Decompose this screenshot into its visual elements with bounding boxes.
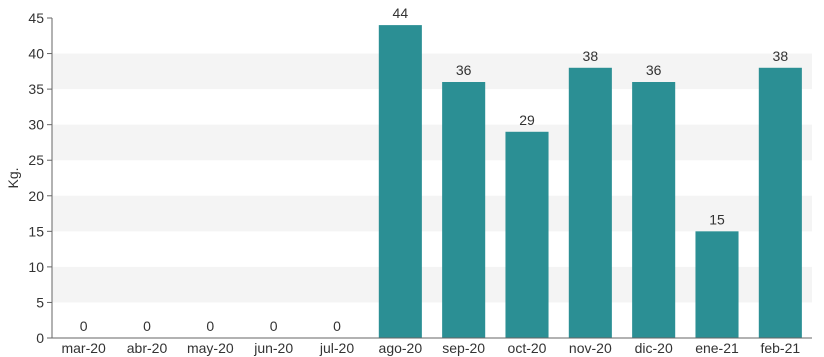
x-tick-label: feb-21 [760,340,800,356]
x-tick-label: abr-20 [127,340,168,356]
y-axis-title: Kg. [5,167,21,188]
data-label: 29 [519,112,535,128]
grid-bands [52,53,812,303]
bar [568,67,612,339]
x-tick-label: ago-20 [379,340,423,356]
y-tick-label: 15 [28,223,44,239]
y-tick-label: 45 [28,10,44,26]
y-tick-label: 5 [36,294,44,310]
y-tick-label: 25 [28,152,44,168]
data-label: 0 [270,318,278,334]
x-tick-label: jul-20 [319,340,354,356]
x-axis-ticks: mar-20 abr-20 may-20 jun-20 jul-20 ago-20 sep-… [61,340,800,356]
x-tick-label: dic-20 [635,340,673,356]
data-label: 0 [206,318,214,334]
bar [632,82,676,338]
data-label: 38 [773,48,789,64]
data-label: 15 [709,211,725,227]
x-tick-label: nov-20 [569,340,612,356]
grid-band [52,195,812,232]
y-tick-label: 0 [36,330,44,346]
data-label: 0 [333,318,341,334]
grid-band [52,266,812,303]
grid-band [52,53,812,90]
data-label: 36 [456,62,472,78]
y-tick-label: 35 [28,81,44,97]
bar [505,131,549,338]
x-tick-label: jun-20 [253,340,293,356]
data-label: 44 [393,5,409,21]
bars [378,25,802,339]
grid-band [52,124,812,161]
bar [442,82,486,338]
x-tick-label: sep-20 [442,340,485,356]
data-label: 36 [646,62,662,78]
data-labels: 0 0 0 0 0 44 36 29 38 36 15 38 [80,5,789,334]
x-tick-label: ene-21 [695,340,739,356]
x-tick-label: mar-20 [61,340,106,356]
bar [758,67,802,339]
y-tick-label: 30 [28,117,44,133]
data-label: 0 [143,318,151,334]
data-label: 0 [80,318,88,334]
bar [695,231,739,338]
x-tick-label: may-20 [187,340,234,356]
data-label: 38 [583,48,599,64]
y-tick-label: 10 [28,259,44,275]
y-axis-ticks: 0 5 10 15 20 25 30 35 40 45 [28,10,52,346]
bar [378,25,422,338]
y-tick-label: 40 [28,46,44,62]
x-tick-label: oct-20 [508,340,547,356]
y-tick-label: 20 [28,188,44,204]
